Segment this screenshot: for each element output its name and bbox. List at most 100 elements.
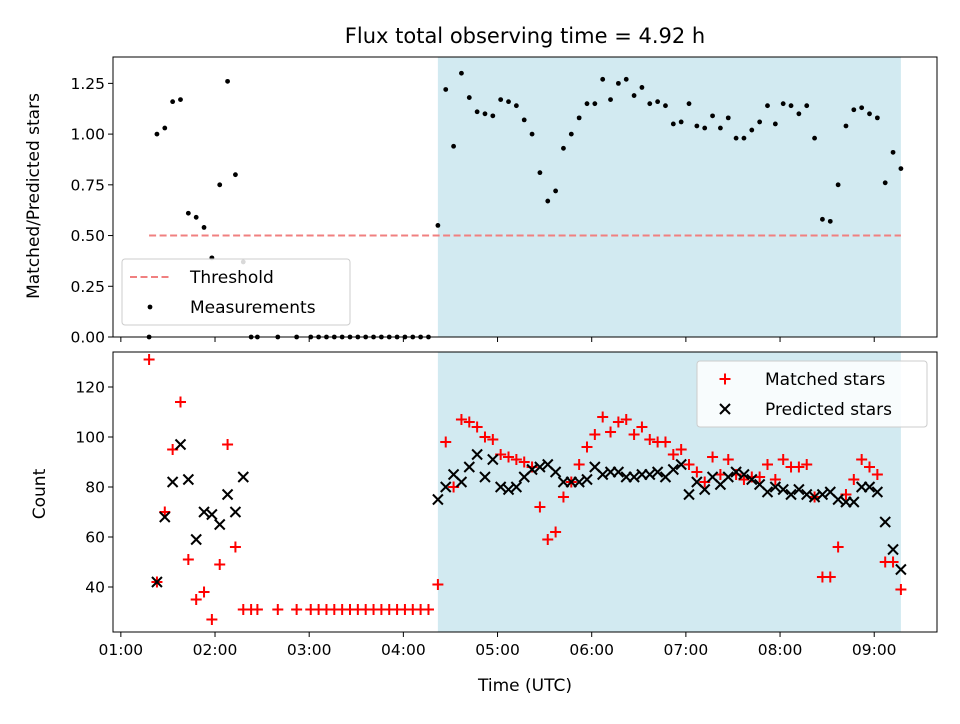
top-point [537, 170, 543, 176]
top-point [702, 125, 708, 131]
top-point [474, 109, 480, 115]
x-tick-label: 01:00 [99, 641, 144, 659]
bottom-point [722, 454, 734, 465]
bottom-point [644, 468, 656, 481]
top-point [890, 149, 896, 155]
bottom-point [455, 476, 468, 488]
top-point [623, 76, 629, 82]
top-point [545, 198, 551, 204]
top-y-tick-label: 0.25 [70, 278, 105, 296]
top-point [584, 101, 590, 107]
bottom-point [856, 454, 868, 465]
bottom-point [636, 421, 648, 433]
top-point [615, 80, 621, 86]
top-legend-box [121, 258, 351, 326]
bottom-point [198, 586, 210, 598]
bottom-series-2 [151, 438, 907, 588]
top-point [647, 101, 653, 107]
bottom-point [549, 466, 562, 478]
bottom-point [777, 454, 789, 465]
x-tick-label: 08:00 [758, 641, 803, 659]
legend-entry-label: Matched stars [765, 370, 885, 390]
top-point [898, 166, 904, 171]
chart-title: Flux total observing time = 4.92 h [345, 24, 705, 48]
top-point [576, 115, 582, 121]
bottom-y-tick-label: 120 [75, 379, 105, 397]
top-point [655, 99, 661, 105]
bottom-point [832, 541, 844, 553]
bottom-point [605, 426, 617, 438]
top-series-1 [146, 70, 904, 340]
top-point [466, 95, 472, 100]
top-point [859, 105, 865, 111]
bottom-point [730, 466, 742, 478]
bottom-point [754, 471, 766, 483]
bottom-point [440, 436, 452, 448]
top-point [513, 103, 519, 109]
bottom-point [166, 476, 179, 488]
bottom-point [534, 461, 546, 473]
top-point [631, 93, 637, 98]
top-point [796, 111, 802, 117]
bottom-point [422, 604, 434, 615]
bottom-point [151, 576, 163, 588]
bottom-point [221, 488, 234, 501]
bottom-point [628, 471, 640, 483]
bottom-point [589, 429, 601, 440]
bottom-point [182, 473, 195, 486]
bottom-point [879, 516, 891, 528]
bottom-point [887, 556, 899, 568]
top-point [749, 127, 755, 133]
bottom-point [863, 481, 876, 493]
bottom-point [659, 436, 671, 448]
top-point [882, 180, 888, 186]
top-point [694, 123, 700, 129]
top-point [435, 223, 441, 228]
bottom-point [550, 526, 562, 538]
x-tick-label: 02:00 [193, 641, 238, 659]
top-point [874, 115, 880, 121]
legend-entry-label: Predicted stars [765, 400, 892, 420]
bottom-point [503, 451, 515, 463]
bottom-point [159, 511, 171, 523]
x-axis-label: Time (UTC) [477, 676, 572, 696]
bottom-point [801, 488, 813, 501]
bottom-point [675, 444, 687, 455]
bottom-point [206, 614, 218, 625]
bottom-point [864, 461, 876, 473]
bottom-point [691, 466, 703, 478]
bottom-point [597, 411, 609, 423]
bottom-point [471, 448, 483, 461]
top-point [521, 117, 527, 123]
top-point [851, 107, 857, 113]
bottom-point [174, 438, 187, 451]
bottom-point [471, 421, 483, 433]
bottom-point [628, 429, 640, 440]
top-point [827, 218, 833, 224]
top-point [162, 125, 168, 131]
bottom-point [777, 483, 789, 496]
bottom-point [222, 439, 234, 450]
top-y-tick-label: 0.75 [70, 176, 105, 194]
top-point [178, 97, 183, 103]
top-point [686, 101, 692, 107]
top-y-tick-label: 0.00 [70, 329, 105, 347]
top-point [663, 103, 668, 109]
top-point [765, 103, 770, 109]
bottom-axes-frame [112, 351, 938, 633]
top-point [804, 103, 810, 109]
bottom-point [510, 454, 522, 465]
plot-layer: 0.00 0.25 0.50 0.75 1.00 1.25 Threshold Measure… [70, 56, 938, 659]
bottom-point [432, 493, 444, 506]
bottom-point [738, 468, 750, 481]
top-point [733, 135, 739, 141]
bottom-point [769, 481, 782, 493]
bottom-point [229, 506, 242, 518]
bottom-point [190, 594, 202, 605]
bottom-point [542, 534, 554, 545]
bottom-point [793, 461, 805, 473]
x-tick-label: 04:00 [381, 641, 426, 659]
bottom-point [190, 533, 202, 546]
bottom-point [198, 506, 210, 518]
bottom-point [182, 554, 194, 565]
